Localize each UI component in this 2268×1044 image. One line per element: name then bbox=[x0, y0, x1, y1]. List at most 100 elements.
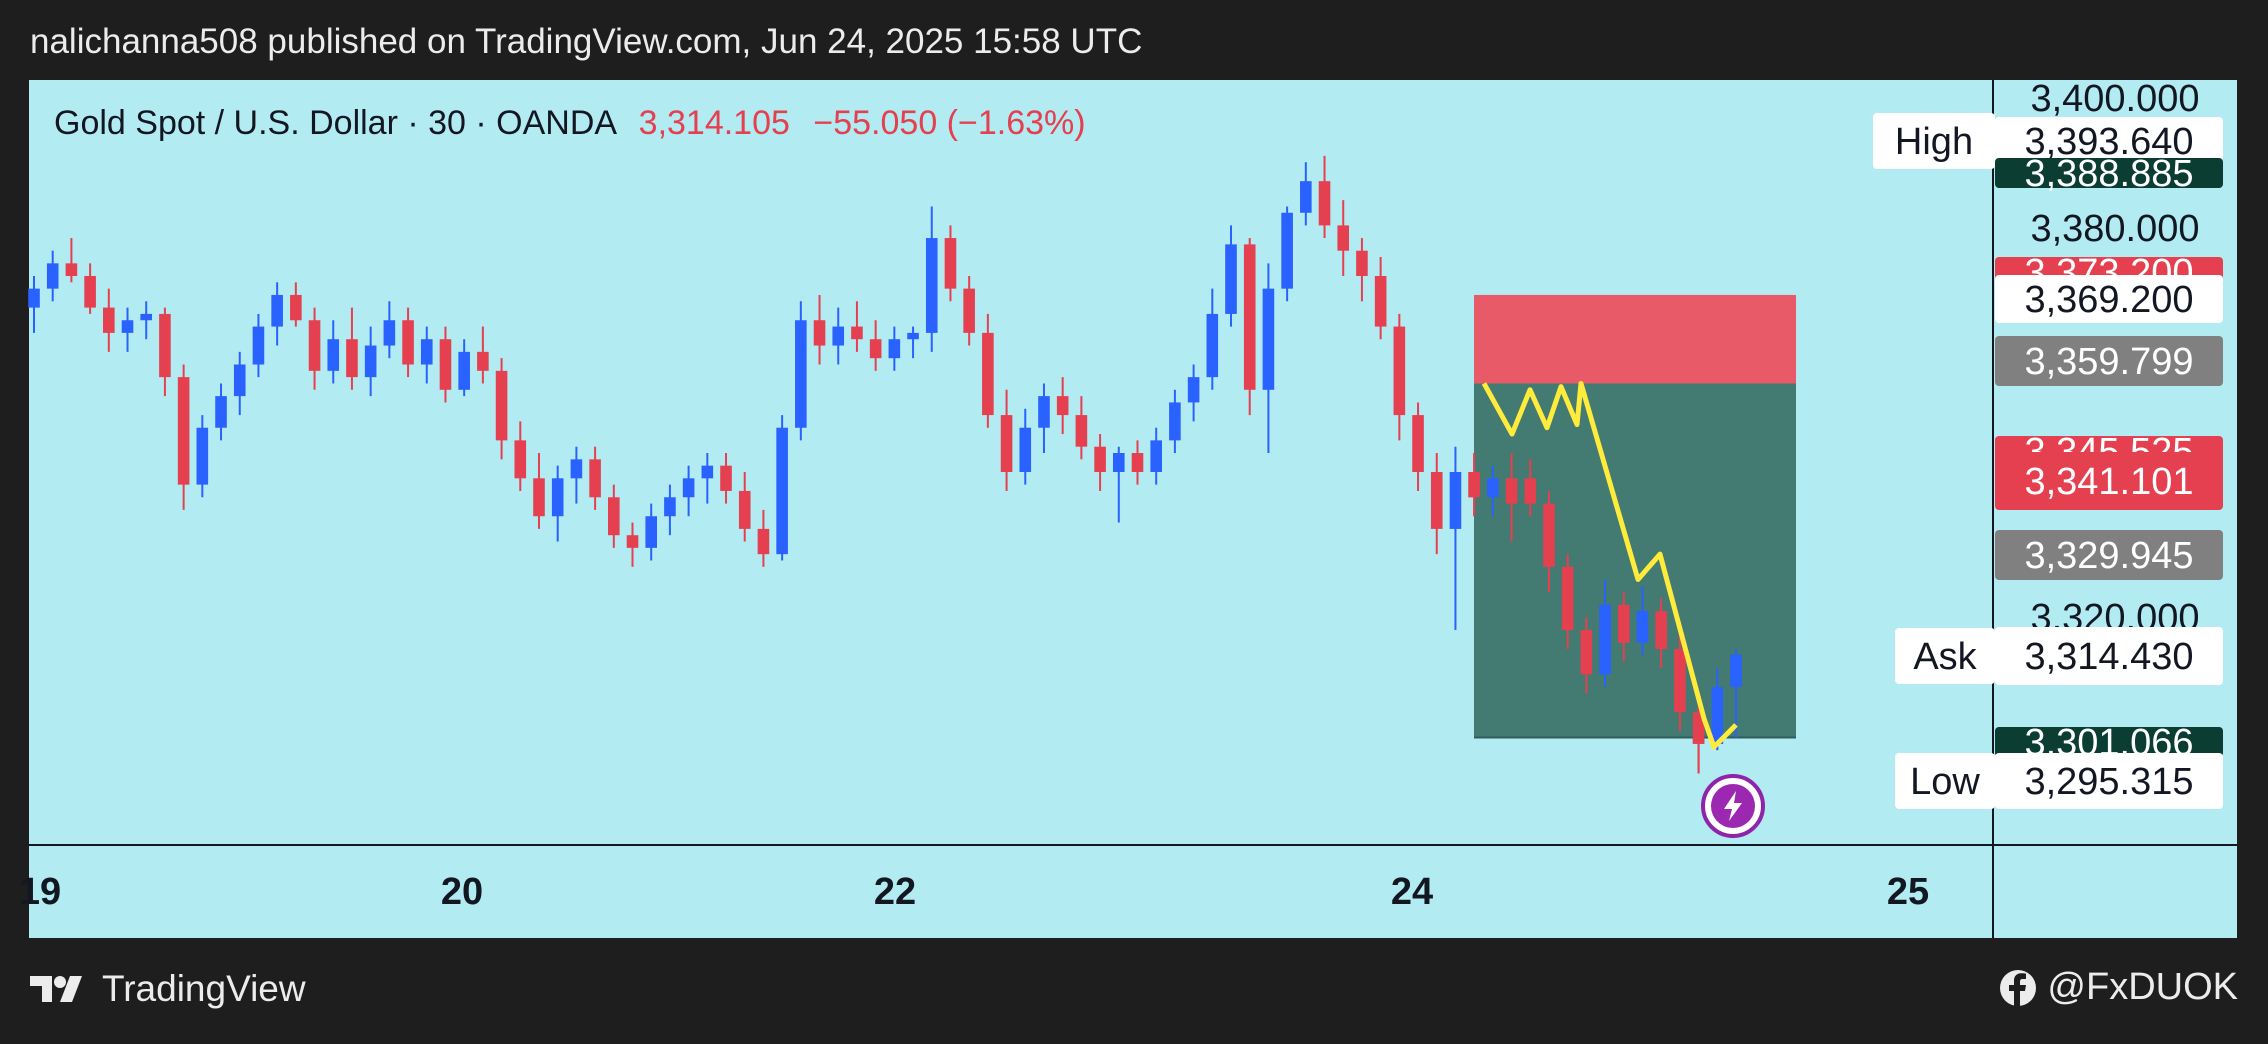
candle-body bbox=[570, 459, 583, 479]
candle-body bbox=[1262, 288, 1275, 390]
candle-body bbox=[495, 370, 508, 441]
candle-body bbox=[346, 339, 358, 378]
candle-body bbox=[1711, 686, 1724, 744]
candle-body bbox=[1131, 453, 1144, 472]
candle-body bbox=[888, 339, 901, 359]
candle-body bbox=[813, 320, 826, 346]
facebook-icon bbox=[2000, 969, 2037, 1006]
candle-body bbox=[1505, 478, 1518, 504]
candle-body bbox=[1000, 415, 1013, 472]
candle-body bbox=[327, 339, 340, 371]
price-label-box bbox=[1995, 627, 2223, 685]
candle-body bbox=[196, 427, 209, 485]
candle-body bbox=[308, 320, 321, 371]
candle-body bbox=[1430, 471, 1443, 529]
candle-body bbox=[907, 332, 919, 340]
candle-body bbox=[177, 377, 190, 485]
price-label-value: 3,314.430 bbox=[2024, 636, 2193, 678]
price-label-value: 3,295.315 bbox=[2024, 761, 2193, 803]
candle-body bbox=[46, 263, 59, 289]
candle-body bbox=[1019, 427, 1032, 472]
candle-body bbox=[589, 459, 601, 498]
candle-body bbox=[1561, 566, 1574, 631]
social-handle-text: @FxDUOK bbox=[2047, 966, 2238, 1008]
candle-body bbox=[420, 339, 433, 365]
candle-body bbox=[1243, 244, 1256, 390]
candle-body bbox=[1636, 611, 1649, 643]
price-label-value: 3,329.945 bbox=[2024, 535, 2193, 577]
candle-body bbox=[65, 263, 78, 276]
x-tick-label: 19 bbox=[19, 871, 61, 913]
chart-area[interactable] bbox=[29, 80, 2237, 938]
candle-body bbox=[664, 497, 676, 517]
candle-body bbox=[1393, 326, 1406, 416]
candle-body bbox=[720, 465, 732, 491]
candle-body bbox=[1468, 471, 1480, 498]
candle-body bbox=[1150, 440, 1162, 472]
candle-body bbox=[121, 320, 134, 333]
candle-body bbox=[458, 351, 470, 390]
candle-body bbox=[1580, 630, 1593, 675]
candle-body bbox=[84, 275, 96, 308]
bolt-icon bbox=[1724, 791, 1742, 821]
candle-body bbox=[159, 313, 171, 378]
candle-body bbox=[1374, 275, 1387, 327]
candle-body bbox=[851, 326, 863, 340]
candle-body bbox=[1356, 250, 1368, 276]
symbol-change: −55.050 (−1.63%) bbox=[813, 104, 1086, 142]
stop-loss-zone[interactable] bbox=[1474, 294, 1796, 384]
price-label-value: 3,388.885 bbox=[2024, 153, 2193, 195]
candle-body bbox=[1487, 478, 1499, 498]
candle-body bbox=[383, 320, 396, 346]
projection-path[interactable] bbox=[1481, 380, 1738, 750]
candle-body bbox=[551, 478, 564, 517]
candle-body bbox=[439, 339, 452, 390]
candle-body bbox=[1617, 604, 1630, 643]
tradingview-logo[interactable]: TradingView bbox=[30, 968, 306, 1010]
candle-body bbox=[1038, 396, 1050, 428]
candle-body bbox=[963, 288, 975, 333]
price-label-name: Low bbox=[1910, 761, 1980, 803]
price-label-name-box bbox=[1895, 753, 1995, 809]
candle-body bbox=[1056, 396, 1069, 416]
candle-body bbox=[477, 351, 489, 371]
candle-body bbox=[1524, 478, 1537, 504]
candle-body bbox=[1225, 244, 1237, 314]
price-label-name: High bbox=[1895, 121, 1973, 163]
candle-body bbox=[869, 339, 882, 359]
candle-body bbox=[1318, 181, 1331, 226]
tradingview-wordmark: TradingView bbox=[102, 968, 306, 1009]
y-tick-label: 3,400.000 bbox=[2030, 78, 2199, 120]
price-label-box bbox=[1995, 452, 2223, 510]
candle-body bbox=[1169, 402, 1181, 441]
candle-body bbox=[1337, 225, 1350, 251]
price-label-value: 3,359.799 bbox=[2024, 341, 2193, 383]
candle-body bbox=[1543, 503, 1555, 567]
candle-body bbox=[925, 238, 938, 333]
candle-body bbox=[944, 238, 957, 289]
candle-body bbox=[1730, 654, 1742, 687]
candle-body bbox=[103, 307, 115, 333]
x-tick-label: 22 bbox=[874, 871, 916, 913]
price-label-box bbox=[1995, 117, 2223, 165]
candle-body bbox=[1692, 712, 1705, 744]
symbol-info: Gold Spot / U.S. Dollar · 30 · OANDA 3,3… bbox=[54, 104, 1086, 143]
candle-body bbox=[1187, 377, 1200, 403]
candle-body bbox=[1449, 471, 1462, 529]
candle-body bbox=[1674, 649, 1686, 713]
candle-body bbox=[215, 396, 227, 428]
candle-body bbox=[28, 288, 40, 308]
candle-body bbox=[832, 326, 845, 346]
candle-body bbox=[1075, 415, 1088, 447]
price-label-value: 3,341.101 bbox=[2024, 461, 2193, 503]
candle-body bbox=[1112, 453, 1125, 472]
symbol-name: Gold Spot / U.S. Dollar · 30 · OANDA bbox=[54, 104, 616, 142]
price-label-box bbox=[1995, 336, 2223, 386]
candle-body bbox=[533, 478, 545, 517]
candle-body bbox=[701, 465, 714, 479]
candle-body bbox=[290, 294, 302, 321]
candle-body bbox=[738, 490, 751, 529]
social-handle[interactable]: @FxDUOK bbox=[1999, 966, 2238, 1009]
candle-body bbox=[233, 364, 246, 397]
